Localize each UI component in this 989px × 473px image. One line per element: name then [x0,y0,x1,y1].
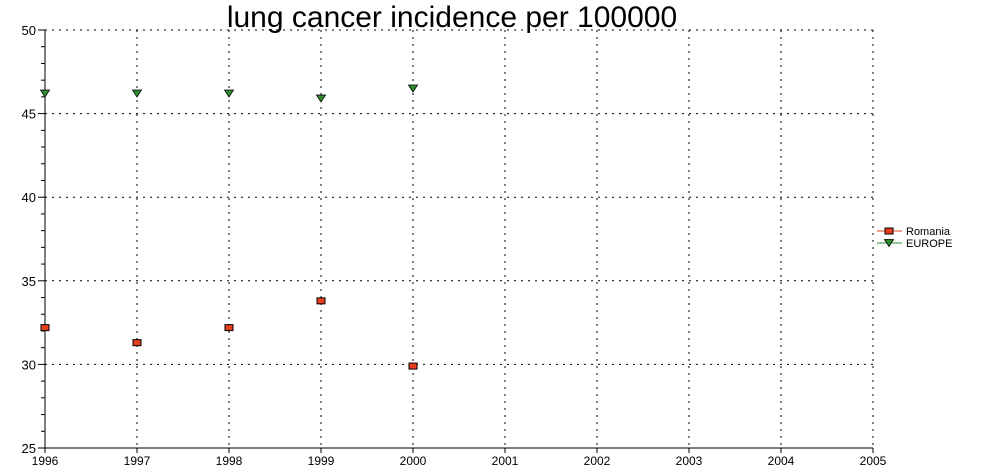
y-tick-label: 40 [22,190,36,205]
y-tick-label: 35 [22,274,36,289]
chart-title: lung cancer incidence per 100000 [227,1,677,34]
x-tick-label: 2002 [584,454,611,468]
europe-point [223,89,235,98]
x-tick-label: 2001 [492,454,519,468]
y-tick-label: 30 [22,357,36,372]
data-marks [39,84,419,370]
y-tick-label: 25 [22,441,36,456]
europe-point [131,89,143,98]
x-tick-label: 1997 [124,454,151,468]
x-tick-label: 2004 [768,454,795,468]
y-tick-label: 45 [22,107,36,122]
grid [45,29,874,448]
romania-point [40,324,50,332]
legend-label: Romania [906,226,951,238]
y-tick-label: 50 [22,23,36,38]
romania-point [224,324,234,332]
europe-point [39,89,51,98]
legend-marker [884,227,894,235]
x-tick-label: 2003 [676,454,703,468]
x-tick-label: 1996 [32,454,59,468]
legend-marker [883,239,895,248]
europe-point [407,84,419,93]
europe-point [315,94,327,103]
romania-point [316,297,326,305]
x-tick-label: 2000 [400,454,427,468]
x-tick-label: 1999 [308,454,335,468]
axes: 25 30 35 40 45 50 1996 1997 1998 1999 2000 2001 2002… [22,23,887,468]
romania-point [132,339,142,347]
x-tick-label: 1998 [216,454,243,468]
x-tick-label: 2005 [860,454,887,468]
legend-label: EUROPE [906,238,952,250]
romania-point [408,362,418,370]
